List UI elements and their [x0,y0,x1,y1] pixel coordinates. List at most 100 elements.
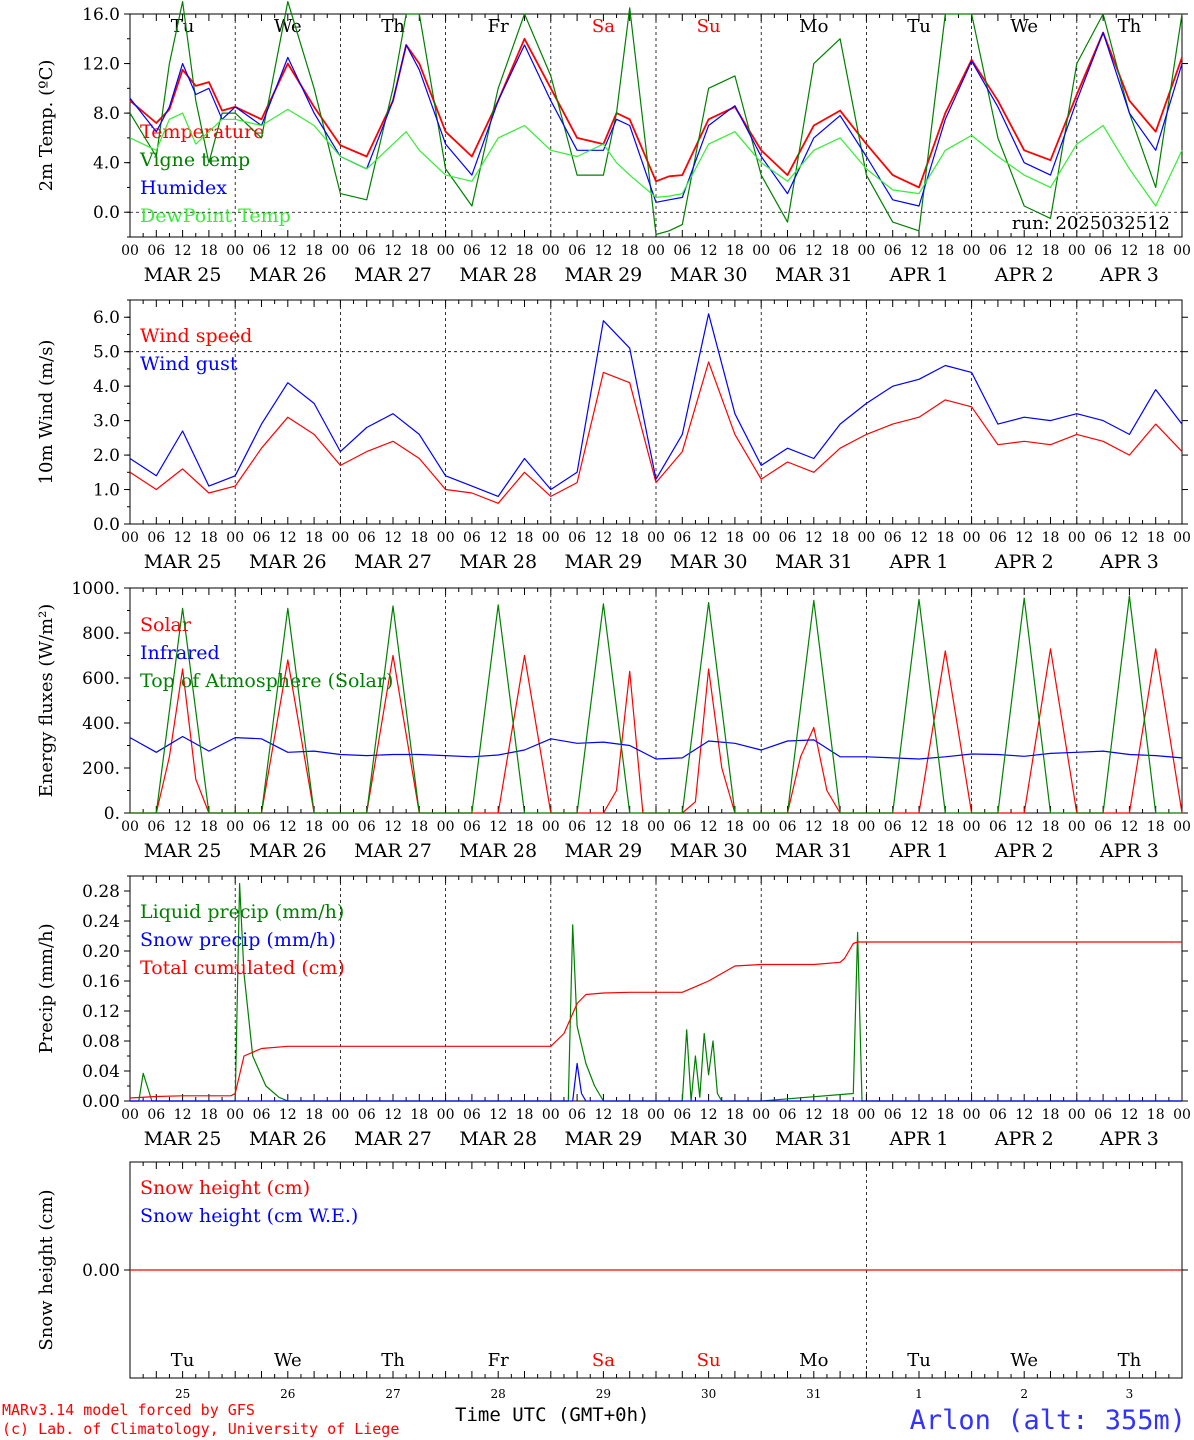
hour-tick-label: 12 [279,243,297,259]
hour-tick-label: 12 [805,243,823,259]
hour-tick-label: 00 [857,530,875,546]
hour-tick-label: 12 [1120,819,1138,835]
y-axis-label: Energy fluxes (W/m²) [36,604,57,798]
hour-tick-label: 18 [726,1107,744,1123]
day-number-label: 1 [915,1387,923,1400]
series-line-total-cumulated-cm- [129,941,1182,1099]
y-tick-label: 4.0 [93,377,120,397]
series-line-wind-speed [129,361,1183,504]
hour-tick-label: 00 [963,819,981,835]
y-tick-label: 1000. [71,579,120,599]
hour-tick-label: 00 [752,819,770,835]
hour-tick-label: 06 [779,1107,797,1123]
y-tick-label: 2.0 [93,446,120,466]
hour-tick-label: 18 [410,1107,428,1123]
hour-tick-label: 06 [253,530,271,546]
day-label: MAR 28 [459,551,537,573]
day-label: MAR 26 [249,264,327,286]
hour-tick-label: 00 [226,243,244,259]
y-tick-label: 0.12 [82,1002,120,1022]
hour-tick-label: 00 [857,1107,875,1123]
day-label: MAR 31 [775,264,853,286]
hour-tick-label: 18 [831,243,849,259]
hour-tick-label: 06 [989,819,1007,835]
hour-tick-label: 00 [542,819,560,835]
hour-tick-label: 00 [752,1107,770,1123]
hour-tick-label: 18 [516,243,534,259]
hour-tick-label: 18 [1147,1107,1165,1123]
hour-tick-label: 18 [621,819,639,835]
hour-tick-label: 00 [1173,530,1191,546]
hour-tick-label: 18 [1147,243,1165,259]
hour-tick-label: 12 [700,819,718,835]
hour-tick-label: 06 [463,530,481,546]
panel-precip: 0.00 0.04 0.08 0.12 0.16 0.20 0.24 0.28 Precip (… [36,875,1191,1150]
hour-tick-label: 18 [831,819,849,835]
series-line-snow-precip-mm-h- [130,1062,1182,1102]
hour-tick-label: 18 [726,243,744,259]
hour-tick-label: 12 [174,243,192,259]
hour-tick-label: 12 [700,530,718,546]
hour-tick-label: 12 [384,243,402,259]
hour-tick-label: 12 [594,530,612,546]
weekday-label: Th [381,16,405,37]
day-label: MAR 26 [249,1128,327,1150]
hour-tick-label: 12 [1015,819,1033,835]
weekday-label: We [1010,16,1038,37]
series-line-infrared [129,735,1183,760]
hour-tick-label: 18 [1042,819,1060,835]
hour-tick-label: 18 [1147,530,1165,546]
day-label: APR 3 [1099,264,1159,286]
weekday-label: We [274,16,302,37]
legend-entry: Wind gust [140,353,238,375]
series-line-top-of-atmosphere-solar- [130,595,1182,814]
hour-tick-label: 12 [910,819,928,835]
day-number-label: 28 [491,1387,506,1400]
day-label: MAR 25 [144,551,222,573]
hour-tick-label: 18 [1042,243,1060,259]
hour-tick-label: 18 [516,819,534,835]
y-tick-label: 0.0 [93,515,120,535]
hour-tick-label: 00 [437,243,455,259]
day-label: APR 1 [889,551,949,573]
hour-tick-label: 18 [936,1107,954,1123]
hour-tick-label: 18 [936,243,954,259]
legend-entry: Humidex [140,177,227,199]
lab-credit: (c) Lab. of Climatology, University of L… [2,1420,400,1438]
hour-tick-label: 06 [779,530,797,546]
legend-entry: Snow height (cm) [140,1177,310,1199]
hour-tick-label: 00 [1068,1107,1086,1123]
day-label: MAR 27 [354,264,432,286]
hour-tick-label: 12 [805,530,823,546]
hour-tick-label: 18 [410,243,428,259]
hour-tick-label: 12 [910,530,928,546]
legend-entry: Top of Atmosphere (Solar) [140,670,393,692]
day-label: MAR 30 [670,840,748,862]
hour-tick-label: 06 [884,819,902,835]
x-axis-title: Time UTC (GMT+0h) [455,1404,650,1426]
day-label: MAR 28 [459,840,537,862]
hour-tick-label: 18 [516,530,534,546]
hour-tick-label: 06 [147,530,165,546]
day-label: MAR 25 [144,264,222,286]
hour-tick-label: 18 [305,1107,323,1123]
y-tick-label: 0.08 [82,1032,120,1052]
plot-frame [129,299,1183,525]
weekday-label: We [1010,1350,1038,1371]
weekday-label: Th [1118,16,1142,37]
hour-tick-label: 12 [489,819,507,835]
day-label: MAR 26 [249,551,327,573]
weekday-label: Mo [799,16,828,37]
hour-tick-label: 18 [936,530,954,546]
weekday-label: Fr [488,16,509,37]
hour-tick-label: 18 [621,530,639,546]
y-tick-label: 400. [82,714,120,734]
weekday-label: Mo [799,1350,828,1371]
hour-tick-label: 06 [884,1107,902,1123]
hour-tick-label: 00 [857,243,875,259]
hour-tick-label: 06 [358,819,376,835]
hour-tick-label: 06 [568,243,586,259]
hour-tick-label: 12 [384,1107,402,1123]
y-tick-label: 0.0 [93,203,120,223]
day-label: MAR 31 [775,1128,853,1150]
